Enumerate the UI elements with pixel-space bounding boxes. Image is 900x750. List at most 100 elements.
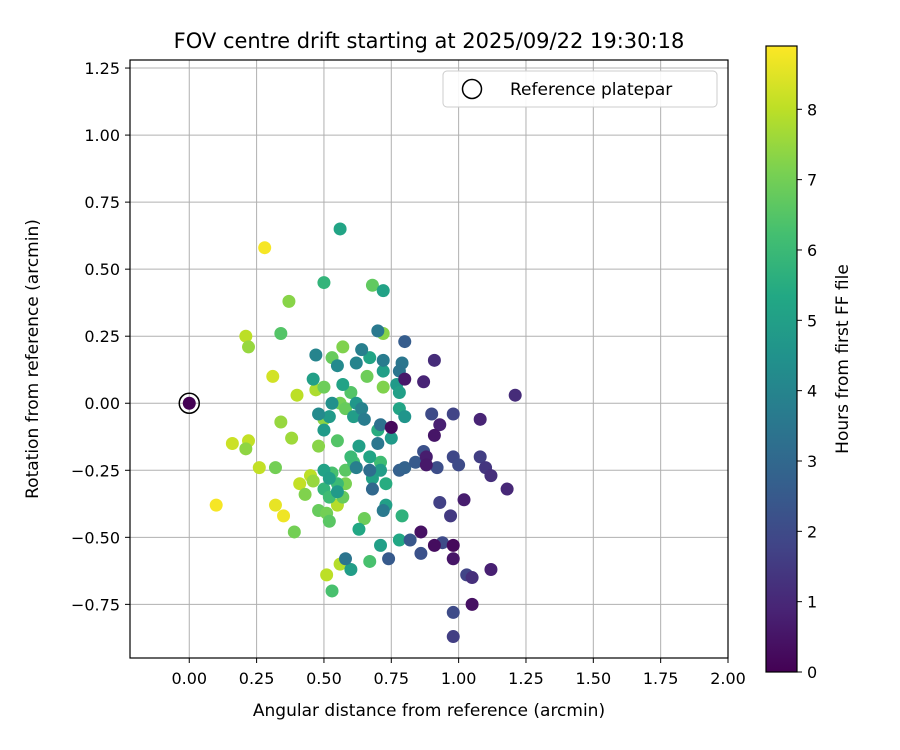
data-point [444, 509, 458, 523]
data-point [484, 563, 498, 577]
y-tick-label: −0.25 [71, 461, 120, 480]
data-point [182, 396, 196, 410]
colorbar-tick-label: 3 [807, 452, 817, 471]
data-point [425, 407, 439, 421]
data-point [355, 402, 369, 416]
data-point [317, 423, 331, 437]
data-point [252, 461, 266, 475]
y-tick-label: −0.75 [71, 595, 120, 614]
data-point [360, 369, 374, 383]
data-point [376, 364, 390, 378]
data-point [427, 428, 441, 442]
data-point [392, 533, 406, 547]
data-point [398, 372, 412, 386]
data-point [433, 418, 447, 432]
data-point [317, 276, 331, 290]
plot-area: 0.00 0.25 0.50 0.75 1.00 1.25 1.50 1.75 2.00 −0.… [71, 59, 746, 688]
data-point [414, 546, 428, 560]
data-point [395, 509, 409, 523]
data-point [508, 388, 522, 402]
data-point [312, 407, 326, 421]
scatter-points [178, 222, 522, 644]
data-point [242, 340, 256, 354]
data-point [427, 353, 441, 367]
data-point [500, 482, 514, 496]
x-tick-label: 0.00 [171, 669, 207, 688]
x-tick-label: 2.00 [710, 669, 746, 688]
data-point [473, 450, 487, 464]
data-point [239, 442, 253, 456]
colorbar-tick-label: 8 [807, 100, 817, 119]
data-point [290, 388, 304, 402]
data-point [330, 359, 344, 373]
colorbar-ticks: 0 1 2 3 4 5 6 7 8 [797, 100, 817, 682]
data-point [398, 410, 412, 424]
data-point [333, 222, 347, 236]
data-point [320, 568, 334, 582]
data-point [357, 412, 371, 426]
data-point [330, 485, 344, 499]
colorbar-tick-label: 6 [807, 241, 817, 260]
data-point [371, 324, 385, 338]
data-point [374, 418, 388, 432]
data-point [225, 436, 239, 450]
plot-frame [129, 59, 729, 659]
data-point [419, 458, 433, 472]
data-point [344, 450, 358, 464]
y-gridlines [130, 67, 728, 605]
y-tick-label: 0.75 [84, 193, 120, 212]
data-point [338, 463, 352, 477]
data-point [347, 410, 361, 424]
data-point [336, 377, 350, 391]
colorbar-frame [765, 45, 798, 673]
data-point [446, 630, 460, 644]
data-point [336, 340, 350, 354]
data-point [325, 584, 339, 598]
data-point [268, 498, 282, 512]
data-point [384, 431, 398, 445]
data-point [417, 375, 431, 389]
x-tick-label: 0.50 [306, 669, 342, 688]
y-tick-label: 0.00 [84, 394, 120, 413]
data-point [363, 450, 377, 464]
y-axis-ticks: −0.75 −0.50 −0.25 0.00 0.25 0.50 0.75 1.00 1.25 [71, 59, 130, 614]
legend-box [442, 70, 718, 108]
data-point [322, 471, 336, 485]
data-point [266, 369, 280, 383]
data-point [365, 482, 379, 496]
data-point [325, 396, 339, 410]
data-point [239, 329, 253, 343]
data-point [376, 353, 390, 367]
data-point [352, 522, 366, 536]
data-point [392, 386, 406, 400]
colorbar-gradient [766, 46, 797, 672]
data-point [473, 412, 487, 426]
data-point [446, 552, 460, 566]
y-axis-label: Rotation from reference (arcmin) [23, 219, 43, 499]
data-point [382, 552, 396, 566]
x-tick-label: 0.25 [239, 669, 275, 688]
data-point [344, 386, 358, 400]
data-point [484, 469, 498, 483]
data-point [312, 439, 326, 453]
data-point [457, 493, 471, 507]
data-point [374, 538, 388, 552]
x-tick-label: 1.50 [576, 669, 612, 688]
data-point [403, 533, 417, 547]
data-point [349, 461, 363, 475]
data-point [374, 463, 388, 477]
data-point [376, 504, 390, 518]
data-point [322, 514, 336, 528]
data-point [277, 509, 291, 523]
data-point [209, 498, 223, 512]
data-point [344, 563, 358, 577]
colorbar-tick-label: 1 [807, 593, 817, 612]
data-point [309, 348, 323, 362]
reference-platepar-marker [178, 392, 201, 414]
data-point [465, 571, 479, 585]
data-point [398, 335, 412, 349]
data-point [384, 420, 398, 434]
y-tick-label: 1.25 [84, 59, 120, 78]
